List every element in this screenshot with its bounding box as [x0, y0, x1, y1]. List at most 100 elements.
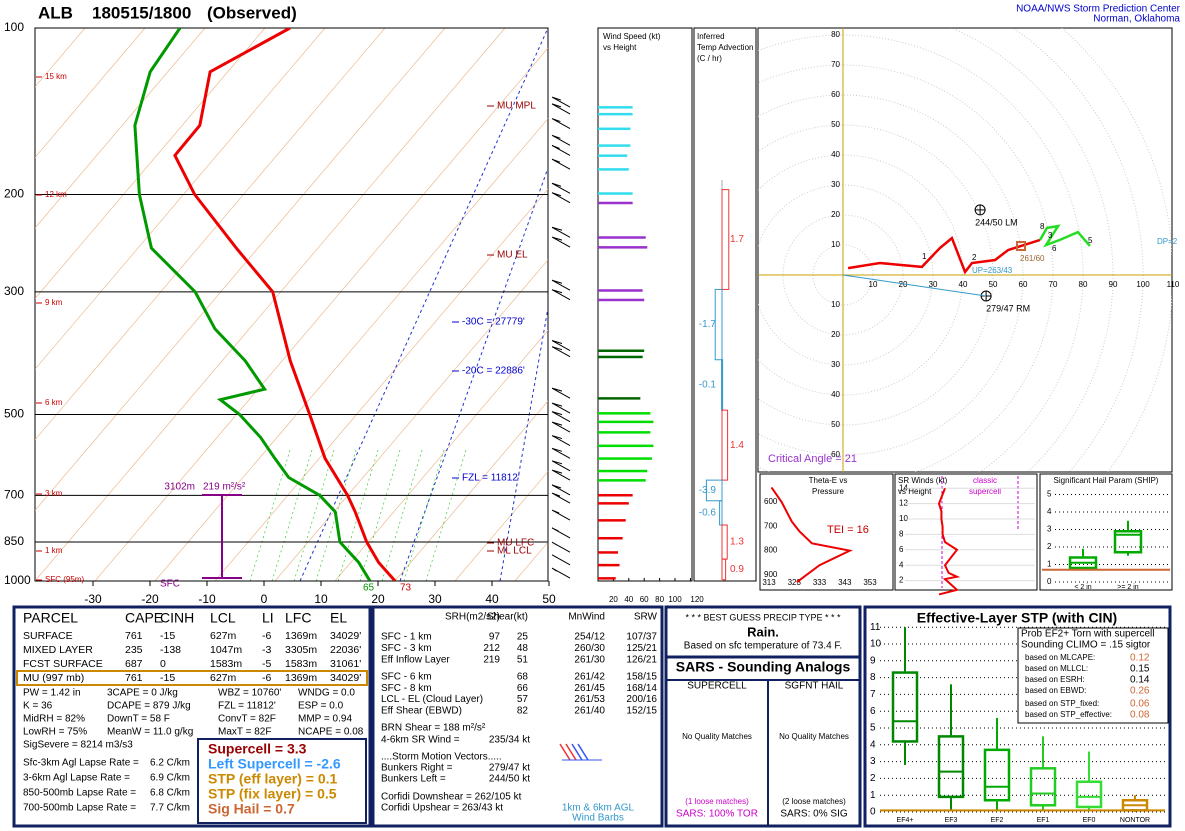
- kind: (Observed): [207, 3, 297, 22]
- index-cell: WNDG = 0.0: [298, 688, 355, 699]
- index-cell: FZL = 11812': [218, 701, 276, 712]
- thetae-xtick: 333: [813, 578, 827, 587]
- ship-category: < 2 in: [1074, 584, 1091, 591]
- parcel-cell: 627m: [210, 630, 237, 642]
- hodo-ring-label: 30: [831, 360, 840, 369]
- hodo-line: [847, 236, 1041, 275]
- hodo-ring-label: 30: [831, 180, 840, 189]
- parcel-cell: 761: [125, 630, 143, 642]
- stp-ytick: 5: [870, 723, 876, 734]
- wind-barb: [551, 118, 571, 129]
- based: based on MLCAPE:: [1025, 653, 1095, 662]
- kin-cell: 168/14: [626, 683, 657, 694]
- thetae-xtick: 313: [762, 578, 776, 587]
- wind-tick: 60: [640, 595, 649, 604]
- storm-motion-label: 279/47 RM: [986, 303, 1030, 313]
- kin-cell: 261/42: [574, 672, 605, 683]
- wind-bar: [598, 457, 652, 460]
- pressure-label: 100: [4, 20, 24, 34]
- hodo-ring-label: 90: [1109, 280, 1118, 289]
- wind-bar: [598, 201, 633, 205]
- kin-cell: 219: [483, 655, 500, 666]
- advection-title: (C / hr): [697, 54, 722, 63]
- kin-cell: 261/30: [574, 655, 605, 666]
- advection-label: 1.7: [730, 234, 744, 245]
- brn: BRN Shear = 188 m²/s²: [381, 723, 486, 734]
- ship-ytick: 5: [1047, 490, 1052, 499]
- hodo-ring-label: 10: [831, 240, 840, 249]
- inflow-base: SFC: [160, 579, 180, 590]
- index-cell: MeanW = 11.0 g/kg: [107, 727, 193, 738]
- hodo-ring-label: 80: [831, 30, 840, 39]
- thetae-xtick: 323: [788, 578, 802, 587]
- lapse-cell: 6.8 C/km: [150, 788, 190, 799]
- parcel-header: PARCEL: [23, 610, 78, 626]
- mini-barb: [559, 743, 571, 761]
- parcel-cell: 761: [125, 672, 143, 684]
- wind-barb: [551, 492, 571, 504]
- parcel-box: [12, 605, 372, 828]
- index-cell: MaxT = 82F: [218, 727, 271, 738]
- kin-cell: 97: [489, 632, 501, 643]
- level-label: -30C = 27779': [462, 317, 525, 328]
- hodo-ring-label: 50: [989, 280, 998, 289]
- lapse-cell: 700-500mb Lapse Rate =: [23, 803, 136, 814]
- srwind-line: [937, 487, 961, 596]
- parcel-cell: 1369m: [285, 630, 317, 642]
- srwind-ytick: 8: [899, 530, 904, 539]
- srwind-ytick: 12: [899, 499, 908, 508]
- parcel-header: CAPE: [125, 610, 163, 626]
- station: ALB: [38, 3, 73, 22]
- ship-ytick: 1: [1047, 560, 1052, 569]
- parcel-cell: 627m: [210, 672, 237, 684]
- sars-match: No Quality Matches: [779, 732, 849, 741]
- stp-ytick: 10: [870, 639, 882, 650]
- temp-label: 50: [542, 592, 556, 606]
- based: based on STP_effective:: [1025, 710, 1112, 719]
- kin-cell: 126/21: [626, 655, 657, 666]
- hodo-ring-label: 20: [831, 330, 840, 339]
- advection-title: Inferred: [697, 32, 725, 41]
- based-value: 0.08: [1130, 710, 1150, 721]
- wind-barb: [551, 527, 571, 539]
- hodo-ring-label: 60: [831, 90, 840, 99]
- kin-header: SRH(m2/s2): [445, 612, 500, 623]
- wind-barb: [551, 460, 571, 472]
- index-cell: DownT = 58 F: [107, 714, 170, 725]
- parcel-cell: 687: [125, 658, 143, 670]
- wind-bar: [598, 127, 631, 131]
- composite: Sig Hail = 0.7: [208, 801, 295, 817]
- box-body: [1113, 530, 1143, 554]
- srwind-frame: [894, 473, 1038, 591]
- kin-cell: 68: [517, 672, 529, 683]
- srwind-ytick: 6: [899, 545, 904, 554]
- parcel-cell: 1583m: [285, 658, 317, 670]
- wind-bar: [598, 412, 651, 415]
- hodo-ring-label: 20: [899, 280, 908, 289]
- precip-title: * * * BEST GUESS PRECIP TYPE * * *: [685, 612, 841, 622]
- mini-barb: [577, 743, 589, 761]
- stp-category: EF3: [945, 817, 958, 824]
- wind-barb: [551, 435, 571, 447]
- kin-cell: 212: [483, 643, 500, 654]
- sars-head: SUPERCELL: [687, 681, 747, 692]
- vector: Bunkers Right =: [381, 763, 453, 774]
- thetae-xtick: 343: [838, 578, 852, 587]
- wind-bar: [598, 168, 629, 171]
- kin-cell: 82: [517, 706, 529, 717]
- parcel-cell: SURFACE: [23, 630, 73, 642]
- lapse-cell: 6.9 C/km: [150, 773, 190, 784]
- parcel-cell: -15: [160, 630, 175, 642]
- height-label: SFC (95m): [45, 575, 84, 584]
- pressure-label: 850: [4, 534, 24, 548]
- wind-bar: [598, 144, 631, 147]
- index-cell: 3CAPE = 0 J/kg: [107, 688, 178, 699]
- based-value: 0.26: [1130, 686, 1150, 697]
- height-label: 1 km: [45, 546, 63, 555]
- stp-category: EF4+: [897, 817, 914, 824]
- wind-bar: [598, 563, 620, 567]
- kin-cell: 125/21: [626, 643, 657, 654]
- stp-ytick: 6: [870, 706, 876, 717]
- parcel-cell: 3305m: [285, 644, 317, 656]
